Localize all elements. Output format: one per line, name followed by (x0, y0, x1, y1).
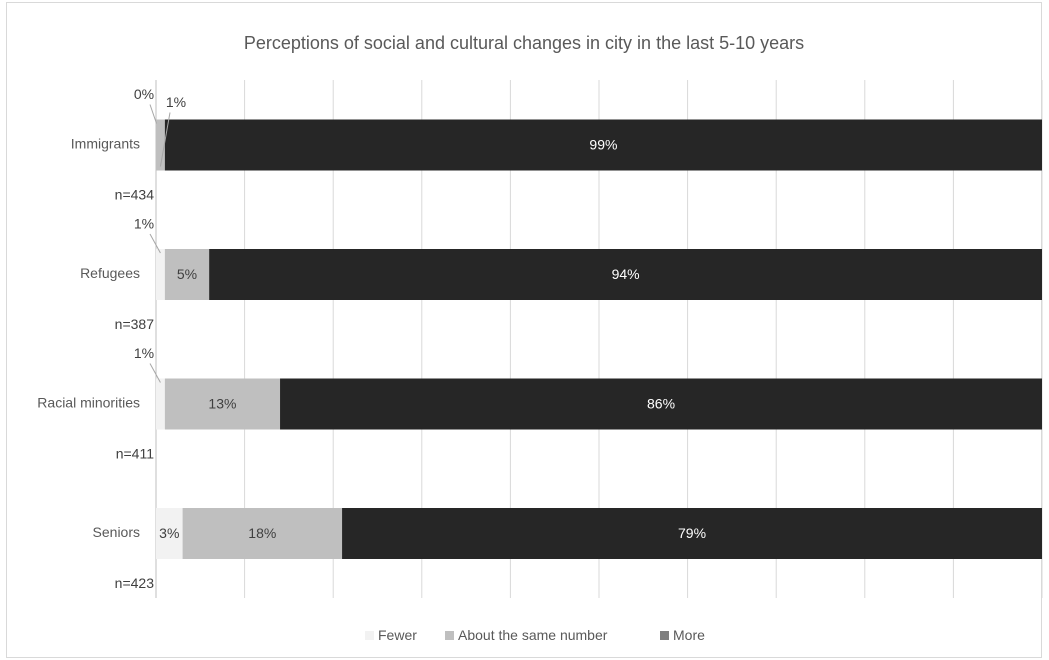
data-label: 79% (678, 525, 706, 541)
data-label: 1% (134, 216, 154, 232)
data-labels: 0% 1% 99% 1% 5% 94% 1% 13% 86% 3% 18% 79% (134, 86, 706, 541)
category-label: Seniors (93, 524, 140, 540)
bar-segment (280, 378, 1042, 430)
bar-segment (164, 119, 1043, 171)
leader-line (149, 363, 161, 383)
category-labels: Immigrants n=434 Refugees n=387 Racial minor… (37, 136, 154, 592)
data-label: 1% (166, 94, 186, 110)
leader-line (149, 233, 161, 254)
legend-label: More (673, 627, 705, 643)
bar-segment (342, 508, 1042, 559)
leader-line (159, 112, 171, 167)
bar-segment (182, 508, 343, 559)
data-label: 94% (612, 266, 640, 282)
legend-label: About the same number (458, 627, 608, 643)
bar-segment (209, 249, 1042, 300)
data-label: 86% (647, 396, 675, 412)
data-label: 13% (208, 396, 236, 412)
data-label: 18% (248, 525, 276, 541)
legend-swatch (445, 631, 454, 640)
legend-swatch (660, 631, 669, 640)
bar-segment (156, 119, 165, 171)
chart-title: Perceptions of social and cultural chang… (244, 33, 804, 53)
data-label: 0% (134, 86, 154, 102)
bar-segment (156, 508, 183, 559)
category-label: Refugees (80, 265, 140, 281)
bars (156, 119, 1043, 559)
data-label: 99% (589, 137, 617, 153)
bar-segment (156, 249, 165, 300)
bar-segment (164, 249, 210, 300)
data-label: 1% (134, 345, 154, 361)
legend-label: Fewer (378, 627, 417, 643)
bar-segment (156, 378, 165, 430)
sample-size-label: n=434 (115, 187, 155, 203)
data-label: 5% (177, 266, 197, 282)
sample-size-label: n=411 (116, 446, 154, 462)
bar-segment (164, 378, 281, 430)
leader-line (149, 104, 157, 124)
sample-size-label: n=387 (115, 316, 155, 332)
sample-size-label: n=423 (115, 575, 155, 591)
category-label: Racial minorities (37, 395, 140, 411)
legend: Fewer About the same number More (365, 627, 705, 643)
legend-swatch (365, 631, 374, 640)
category-label: Immigrants (71, 136, 140, 152)
data-label: 3% (159, 525, 179, 541)
